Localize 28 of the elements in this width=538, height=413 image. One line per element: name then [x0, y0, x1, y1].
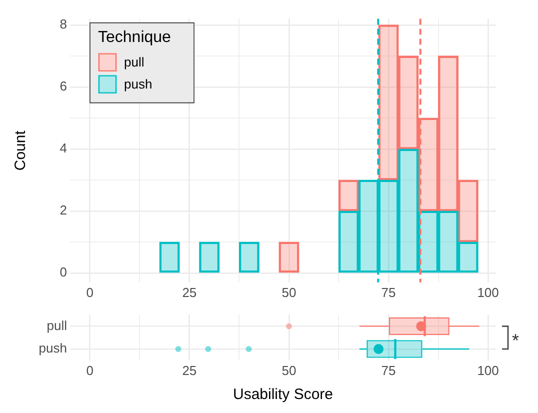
- x-tick-label: 75: [381, 284, 396, 300]
- x-tick-label: 50: [282, 362, 296, 378]
- bar: [159, 242, 180, 273]
- bar: [199, 242, 220, 273]
- y-tick-label: pull: [46, 318, 68, 333]
- y-tick-label: 0: [60, 264, 67, 280]
- x-tick-label: 25: [182, 362, 197, 378]
- x-tick-label: 0: [86, 284, 94, 300]
- legend-label: push: [124, 76, 152, 92]
- bar: [278, 242, 300, 273]
- y-tick-label: 4: [60, 140, 67, 156]
- x-tick-label: 25: [182, 284, 197, 300]
- x-tick-label: 50: [282, 284, 296, 300]
- x-tick-label: 100: [477, 362, 499, 378]
- bar: [338, 180, 359, 212]
- legend-title: Technique: [98, 29, 172, 46]
- x-tick-label: 0: [86, 362, 94, 378]
- x-tick-label: 100: [477, 284, 499, 300]
- x-axis-title: Usability Score: [232, 386, 334, 404]
- y-tick-label: 8: [60, 16, 67, 32]
- bar: [238, 242, 260, 273]
- text: *: [512, 330, 520, 351]
- x-tick-label: 75: [381, 362, 396, 378]
- y-axis-title: Count: [12, 130, 30, 171]
- legend-label: pull: [124, 54, 144, 70]
- y-tick-label: 6: [60, 78, 67, 94]
- y-tick-label: push: [38, 340, 67, 356]
- y-tick-label: 2: [60, 202, 67, 218]
